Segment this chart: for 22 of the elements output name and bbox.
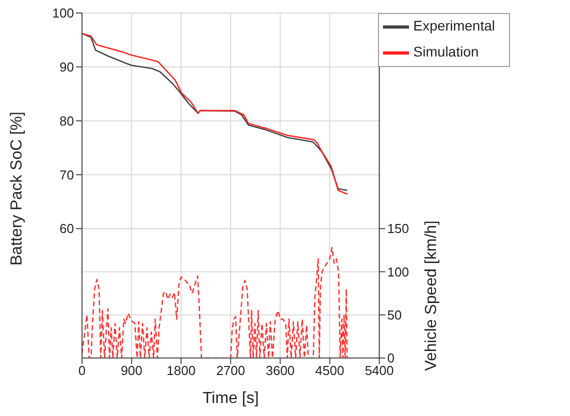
y-tick-label: 70 [60,167,74,182]
y-tick-label: 90 [60,60,74,75]
y2-axis-title: Vehicle Speed [km/h] [422,220,440,371]
y-tick-label: 100 [52,6,74,21]
x-tick-label: 1800 [166,363,196,378]
x-tick-label: 2700 [216,363,246,378]
y2-tick-label: 0 [387,350,395,366]
legend-label: Simulation [413,44,479,60]
y2-tick-label: 100 [387,264,409,280]
y2-tick-label: 50 [387,307,402,322]
y-tick-label: 80 [60,113,74,128]
x-tick-label: 900 [120,363,142,378]
y-tick-label: 60 [60,221,74,236]
x-tick-label: 0 [78,363,86,378]
x-tick-label: 5400 [364,363,394,378]
legend-label: Experimental [413,18,495,34]
x-tick-label: 3600 [266,363,295,378]
line-series [82,246,348,358]
x-axis-title: Time [s] [202,390,259,407]
y2-tick-label: 150 [387,221,409,236]
x-tick-label: 4500 [315,363,344,378]
y-axis-title: Battery Pack SoC [%] [8,112,26,266]
